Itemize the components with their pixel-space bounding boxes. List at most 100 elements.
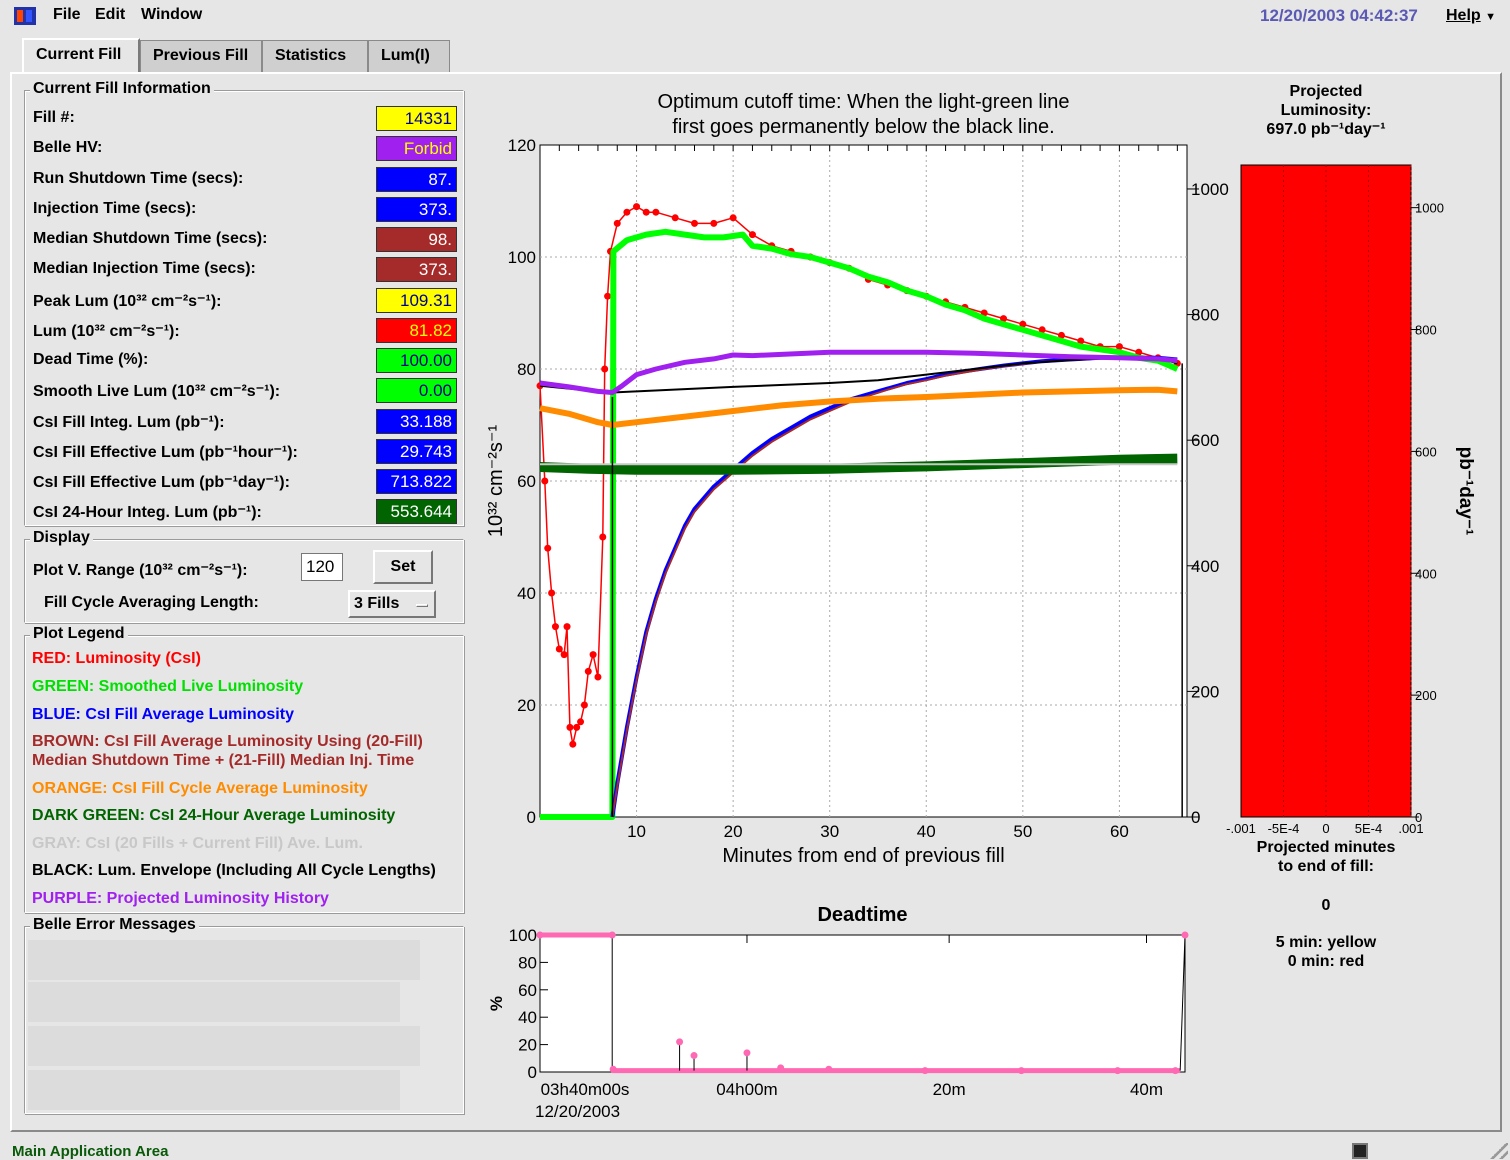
bar-y-tick-label: 200 <box>1415 688 1437 703</box>
threshold-note-yellow: 5 min: yellow <box>1276 934 1377 951</box>
y-tick-label: 80 <box>517 360 536 379</box>
y-tick-label: 40 <box>517 584 536 603</box>
dead-date-label: 12/20/2003 <box>535 1102 620 1121</box>
proj-footer-line1: Projected minutes <box>1257 839 1396 856</box>
lum-point <box>584 667 592 675</box>
info-value: 373. <box>376 257 457 282</box>
info-label: Smooth Live Lum (10³² cm⁻²s⁻¹): <box>33 383 281 400</box>
lum-point <box>563 623 571 631</box>
y2-tick-label: 400 <box>1191 557 1219 576</box>
tab-lum-i[interactable]: Lum(I) <box>368 40 450 72</box>
error-messages-title: Belle Error Messages <box>30 916 199 934</box>
info-label: Run Shutdown Time (secs): <box>33 170 244 187</box>
display-title: Display <box>30 529 93 547</box>
deadtime-point <box>1181 931 1189 939</box>
lum-point <box>652 208 660 216</box>
info-value: 0.00 <box>376 378 457 403</box>
resize-grip-icon[interactable] <box>1488 1143 1508 1159</box>
plot-legend-title: Plot Legend <box>30 625 128 643</box>
lum-point <box>1115 343 1123 351</box>
deadtime-plot-area <box>539 934 1186 1073</box>
info-value: 98. <box>376 227 457 252</box>
lum-point <box>748 231 756 239</box>
info-value: 14331 <box>376 106 457 131</box>
proj-title-line2: Luminosity: <box>1281 102 1372 119</box>
display-group <box>24 539 464 623</box>
status-indicator-icon <box>1352 1143 1368 1159</box>
lum-point <box>599 533 607 541</box>
lum-point <box>613 219 621 227</box>
set-button[interactable]: Set <box>373 550 433 584</box>
info-value: 100.00 <box>376 348 457 373</box>
y2-tick-label: 800 <box>1191 306 1219 325</box>
help-label: Help <box>1446 7 1481 24</box>
legend-item: PURPLE: Projected Luminosity History <box>32 890 329 907</box>
lum-point <box>710 219 718 227</box>
tab-label: Lum(I) <box>381 47 430 64</box>
legend-item: BLACK: Lum. Envelope (Including All Cycl… <box>32 862 436 879</box>
lum-point <box>1019 320 1027 328</box>
proj-y-axis-label: pb⁻¹day⁻¹ <box>1455 447 1476 536</box>
plot-vrange-input[interactable]: 120 <box>301 553 343 581</box>
file-menu[interactable]: File <box>53 6 81 23</box>
bar-y-tick-label: 0 <box>1415 810 1422 825</box>
lum-point <box>580 701 588 709</box>
app-icon <box>14 7 36 25</box>
legend-item: GRAY: CsI (20 Fills + Current Fill) Ave.… <box>32 835 363 852</box>
y2-tick-label: 0 <box>1191 808 1200 827</box>
current-fill-info-group <box>24 90 464 526</box>
tab-statistics[interactable]: Statistics <box>262 40 368 72</box>
deadtime-point <box>743 1049 751 1057</box>
bar-x-tick-label: 5E-4 <box>1355 821 1382 836</box>
window-menu[interactable]: Window <box>141 6 203 23</box>
error-line <box>28 1070 400 1110</box>
lum-point <box>1135 348 1143 356</box>
lum-point <box>551 623 559 631</box>
tab-label: Statistics <box>275 47 347 64</box>
legend-item: BLUE: CsI Fill Average Luminosity <box>32 706 294 723</box>
lum-point <box>577 718 585 726</box>
lum-point <box>569 740 577 748</box>
bar-x-tick-label: -.001 <box>1226 821 1256 836</box>
lum-point <box>691 219 699 227</box>
fill-cycle-avg-select[interactable]: 3 Fills <box>348 590 436 618</box>
deadtime-point <box>777 1064 785 1072</box>
tab-previous-fill[interactable]: Previous Fill <box>140 40 262 72</box>
info-value: 33.188 <box>376 409 457 434</box>
y-axis-label: 10³² cm⁻²s⁻¹ <box>485 425 507 538</box>
x-tick-label: 10 <box>627 822 646 841</box>
info-value: 373. <box>376 197 457 222</box>
lum-point <box>541 477 549 485</box>
option-menu-indicator-icon <box>416 604 428 607</box>
dead-y-tick-label: 40 <box>518 1008 537 1027</box>
y-tick-label: 120 <box>508 136 536 155</box>
edit-menu[interactable]: Edit <box>95 6 126 23</box>
threshold-note-red: 0 min: red <box>1288 953 1364 970</box>
clock-datetime: 12/20/2003 04:42:37 <box>1260 6 1418 25</box>
x-axis-label: Minutes from end of previous fill <box>722 845 1004 867</box>
dead-x-tick-label: 04h00m <box>716 1080 777 1099</box>
chart-title-line1: Optimum cutoff time: When the light-gree… <box>657 91 1069 113</box>
info-value: 81.82 <box>376 318 457 343</box>
deadtime-point <box>921 1067 929 1075</box>
error-line <box>28 940 420 980</box>
x-tick-label: 50 <box>1013 822 1032 841</box>
lum-point <box>729 214 737 222</box>
deadtime-point <box>536 931 544 939</box>
lum-point <box>623 208 631 216</box>
error-messages-group <box>24 926 464 1114</box>
chevron-down-icon: ▼ <box>1485 11 1497 23</box>
dead-y-tick-label: 0 <box>528 1063 537 1082</box>
proj-title-line1: Projected <box>1290 83 1363 100</box>
dead-y-tick-label: 20 <box>518 1036 537 1055</box>
series-line-5 <box>539 453 1178 475</box>
deadtime-rise-line <box>1179 934 1186 1071</box>
y2-tick-label: 1000 <box>1191 180 1229 199</box>
x-tick-label: 20 <box>724 822 743 841</box>
proj-title-line3: 697.0 pb⁻¹day⁻¹ <box>1266 121 1385 138</box>
lum-point <box>671 214 679 222</box>
tab-current-fill[interactable]: Current Fill <box>22 38 140 74</box>
help-menu[interactable]: Help ▼ <box>1446 7 1496 25</box>
deadtime-point <box>1171 1067 1179 1075</box>
luminosity-chart: 10 20 30 40 50 600204060801001200200400600800… <box>485 91 1229 867</box>
